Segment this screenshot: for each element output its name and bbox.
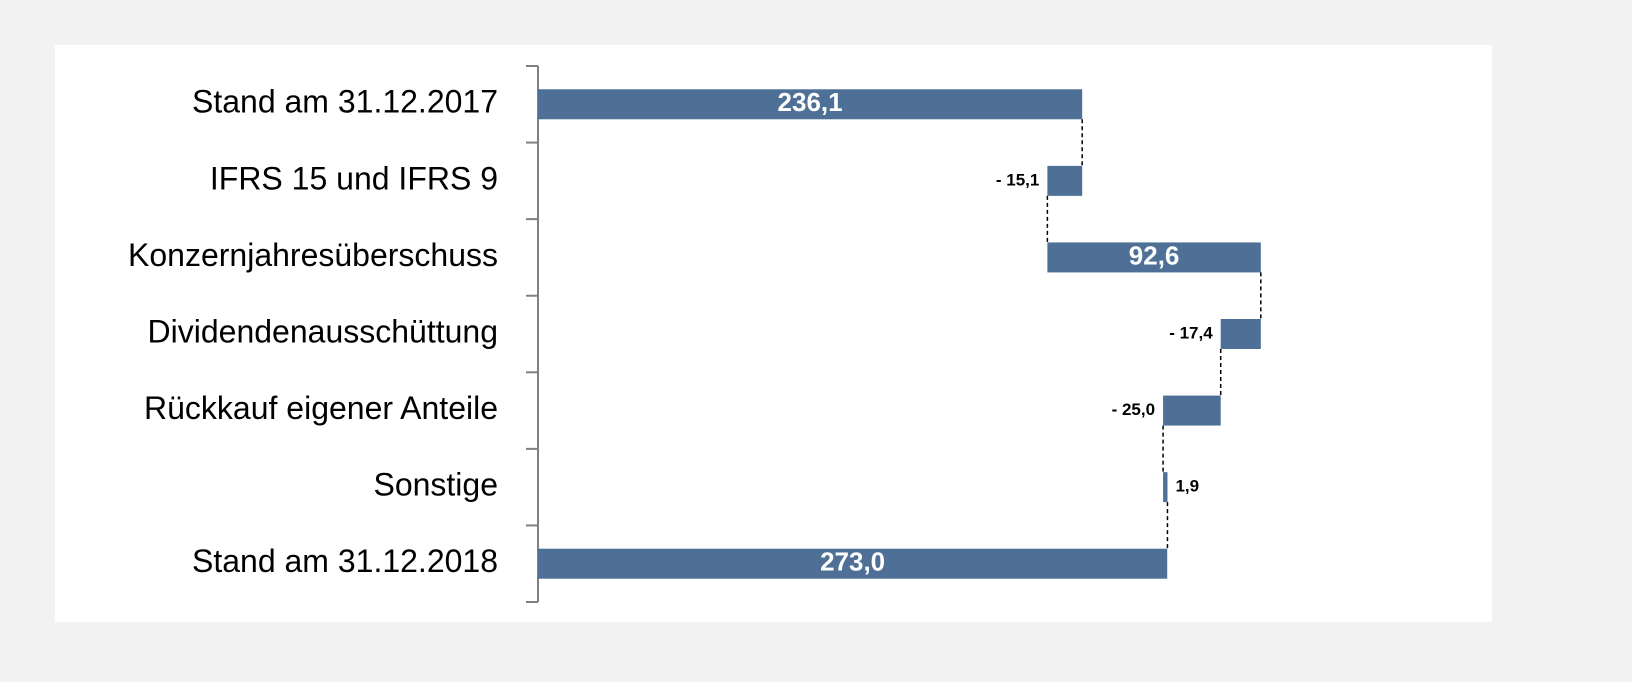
y-tick-label: Sonstige [373,467,498,503]
bar [1163,472,1168,503]
y-tick-label: Dividendenausschüttung [148,313,498,349]
data-label: 236,1 [778,87,843,117]
data-label: - 17,4 [1169,323,1213,342]
y-tick-label: Konzernjahresüberschuss [128,237,498,273]
data-label: 1,9 [1175,477,1199,496]
data-label: 273,0 [820,547,885,577]
y-tick-label: Rückkauf eigener Anteile [144,390,498,426]
data-label: - 15,1 [996,170,1039,189]
bar [1047,165,1083,196]
data-label: 92,6 [1129,240,1180,270]
bar [538,548,1168,579]
bar [1163,395,1221,426]
bar [1220,319,1261,349]
y-tick-label: Stand am 31.12.2017 [192,84,498,120]
data-label: - 25,0 [1112,400,1155,419]
y-tick-label: IFRS 15 und IFRS 9 [210,160,498,196]
bar [538,89,1083,120]
y-tick-label: Stand am 31.12.2018 [192,543,498,579]
bar [1047,242,1261,273]
